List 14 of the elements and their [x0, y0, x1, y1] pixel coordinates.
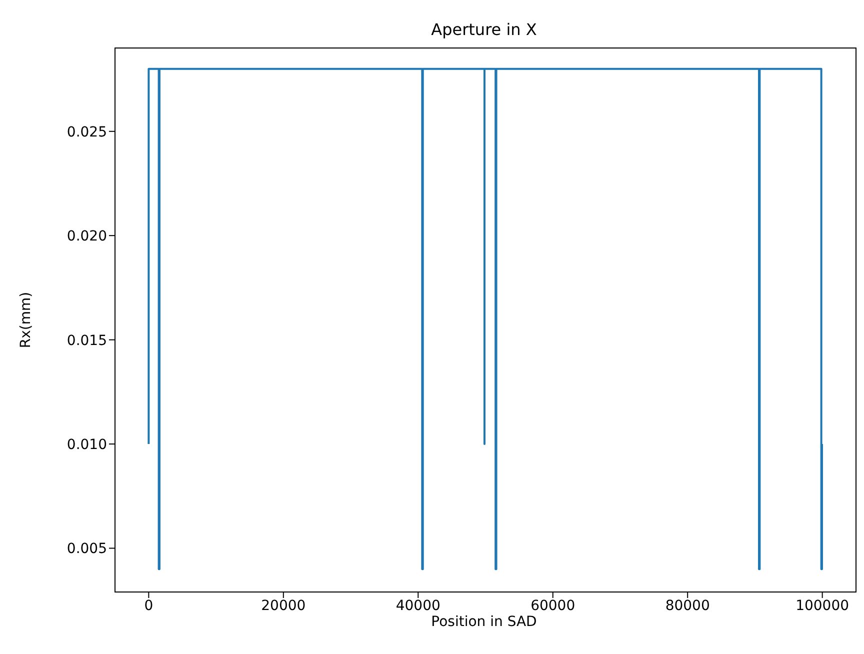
x-tick-label: 80000 — [665, 598, 710, 614]
y-tick-label: 0.005 — [66, 541, 107, 558]
x-tick-label: 20000 — [261, 598, 306, 614]
y-tick-label: 0.025 — [66, 124, 107, 140]
y-tick-label: 0.010 — [66, 436, 107, 453]
y-axis-title: Rx(mm) — [18, 292, 34, 348]
x-tick-label: 0 — [144, 598, 154, 614]
x-tick-label: 60000 — [530, 598, 576, 614]
y-tick-label: 0.015 — [66, 332, 107, 349]
x-tick-label: 100000 — [796, 598, 850, 614]
x-tick-label: 40000 — [396, 598, 440, 614]
y-tick-label: 0.020 — [66, 228, 107, 245]
chart-title: Aperture in X — [430, 20, 538, 39]
x-axis-title: Position in SAD — [430, 614, 538, 630]
